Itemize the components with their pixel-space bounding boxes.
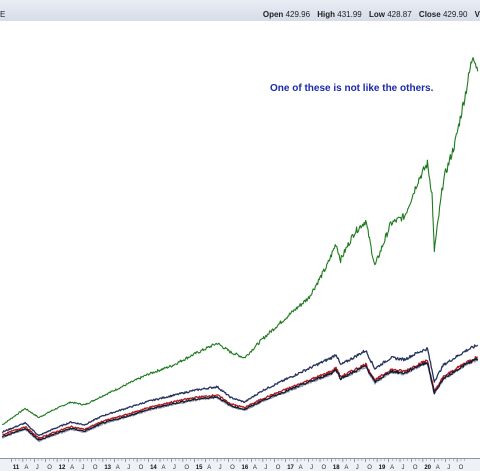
x-tick-label: A (390, 465, 394, 471)
x-tick-label: J (36, 465, 39, 471)
low-value: 428.87 (387, 10, 412, 19)
x-axis-bar: 11 A J O 12 A J O 13 A J O 14 A J O 15 A J O 16 A J O 17 A J O 18 A J O… (0, 458, 480, 471)
x-tick-label: J (356, 465, 359, 471)
series-line-2 (1, 344, 479, 437)
open-value: 429.96 (285, 10, 311, 19)
series-line-1 (1, 57, 479, 426)
chart-annotation: One of these is not like the others. (270, 83, 434, 94)
series-line-5 (1, 357, 479, 441)
volume-label-fragment: V (474, 10, 480, 19)
symbol-label: E (0, 10, 6, 19)
high-value: 431.99 (337, 10, 362, 19)
x-tick-label: A (207, 465, 211, 471)
x-tick-label: 20 (424, 465, 431, 471)
x-tick-label: J (264, 465, 267, 471)
x-tick-label: 11 (13, 465, 20, 471)
x-tick-label: 13 (104, 465, 111, 471)
x-tick-label: J (402, 465, 405, 471)
x-tick-label: A (24, 465, 28, 471)
x-tick-label: O (413, 465, 418, 471)
x-tick-label: 17 (287, 465, 294, 471)
close-value: 429.90 (442, 10, 468, 19)
x-tick-label: J (447, 465, 450, 471)
x-tick-label: 15 (196, 465, 203, 471)
x-tick-label: A (344, 465, 348, 471)
x-tick-label: 18 (333, 465, 340, 471)
low-label: Low (368, 10, 385, 19)
x-tick-label: 12 (59, 465, 66, 471)
x-tick-label: A (299, 465, 303, 471)
x-tick-label: 19 (379, 465, 386, 471)
x-tick-label: O (276, 465, 281, 471)
x-tick-label: O (459, 465, 464, 471)
high-label: High (317, 10, 336, 19)
x-tick-label: O (322, 465, 327, 471)
x-tick-label: O (139, 465, 144, 471)
x-tick-label: A (70, 465, 74, 471)
open-label: Open (262, 10, 284, 19)
close-label: Close (418, 10, 441, 19)
x-tick-label: J (173, 465, 176, 471)
x-tick-label: O (184, 465, 189, 471)
x-tick-label: A (253, 465, 257, 471)
price-chart-svg (1, 57, 479, 443)
x-tick-label: J (82, 465, 85, 471)
x-tick-label: O (367, 465, 372, 471)
x-tick-label: A (436, 465, 440, 471)
x-tick-label: O (47, 465, 52, 471)
plot-area[interactable] (0, 21, 480, 458)
x-tick-label: 14 (150, 465, 157, 471)
series-line-4 (2, 356, 479, 440)
x-tick-label: O (230, 465, 235, 471)
x-tick-label: J (310, 465, 313, 471)
x-tick-label: J (127, 465, 130, 471)
x-tick-label: O (93, 465, 98, 471)
x-axis-svg: 11 A J O 12 A J O 13 A J O 14 A J O 15 A J O 16 A J O 17 A J O 18 A J O… (11, 459, 466, 471)
chart-header-bar: E Open 429.96 High 431.99 Low 428.87 Clo… (0, 0, 480, 22)
x-tick-label: 16 (242, 465, 249, 471)
ohlc-readout: Open 429.96 High 431.99 Low 428.87 Close… (263, 10, 480, 19)
x-tick-label: A (162, 465, 166, 471)
x-tick-label: J (219, 465, 222, 471)
x-tick-label: A (116, 465, 120, 471)
